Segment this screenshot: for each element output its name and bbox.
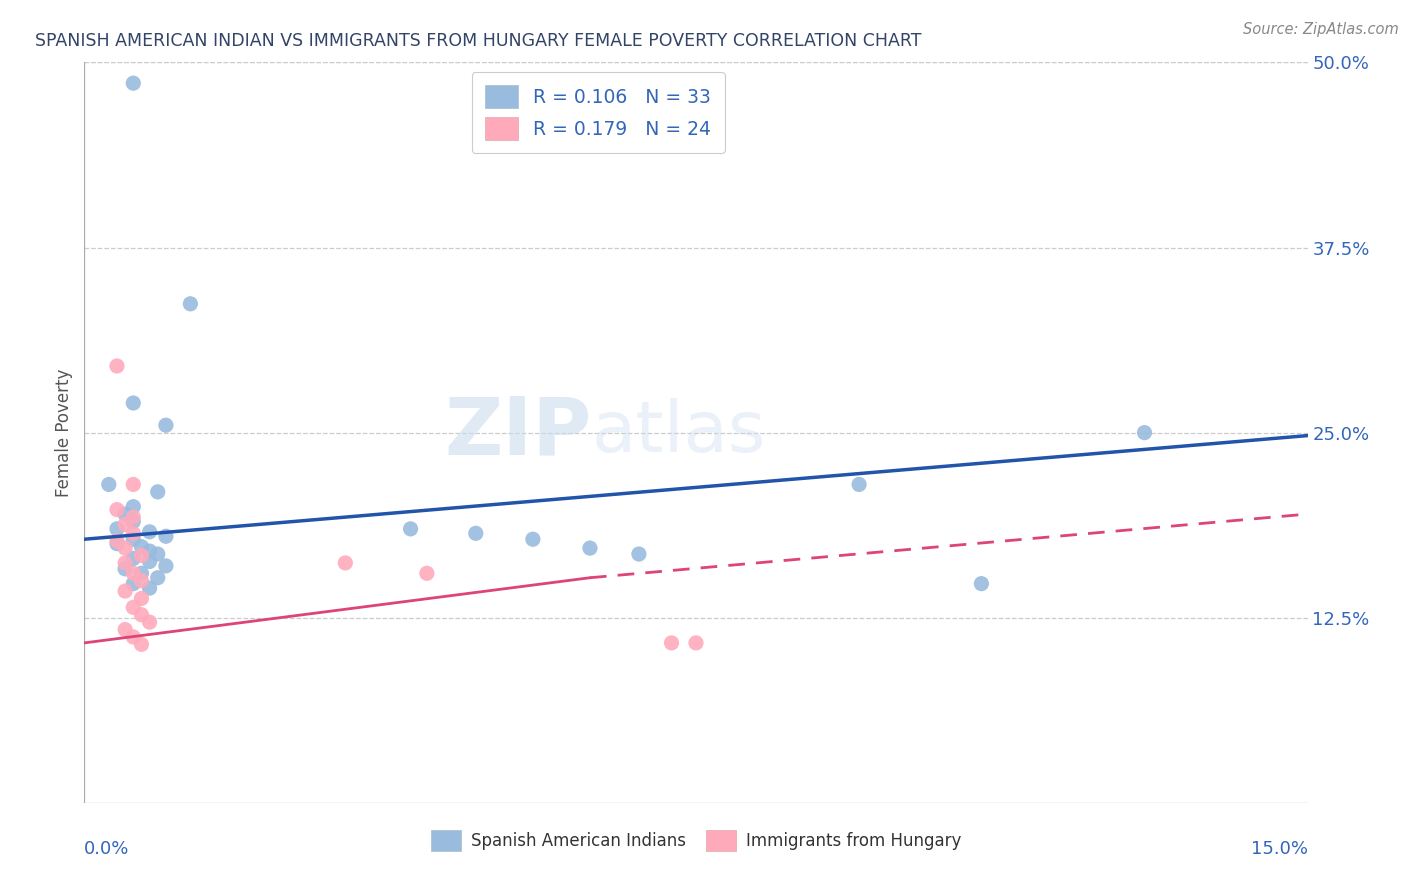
Text: Source: ZipAtlas.com: Source: ZipAtlas.com	[1243, 22, 1399, 37]
Point	[579, 541, 602, 555]
Point	[179, 297, 201, 311]
Point	[131, 637, 153, 651]
Point	[122, 576, 145, 591]
Text: atlas: atlas	[592, 398, 766, 467]
Point	[122, 566, 145, 581]
Point	[114, 556, 136, 570]
Point	[155, 529, 177, 543]
Point	[146, 547, 169, 561]
Point	[105, 502, 128, 516]
Point	[122, 500, 145, 514]
Point	[131, 574, 153, 588]
Point	[138, 554, 160, 568]
Point	[146, 571, 169, 585]
Point	[122, 396, 145, 410]
Point	[122, 630, 145, 644]
Point	[131, 566, 153, 581]
Point	[522, 533, 544, 547]
Point	[114, 562, 136, 576]
Point	[105, 522, 128, 536]
Point	[114, 584, 136, 599]
Point	[122, 533, 145, 547]
Point	[114, 507, 136, 521]
Point	[685, 636, 707, 650]
Point	[122, 515, 145, 529]
Point	[1133, 425, 1156, 440]
Text: SPANISH AMERICAN INDIAN VS IMMIGRANTS FROM HUNGARY FEMALE POVERTY CORRELATION CH: SPANISH AMERICAN INDIAN VS IMMIGRANTS FR…	[35, 32, 922, 50]
Point	[122, 76, 145, 90]
Point	[122, 510, 145, 524]
Text: 15.0%: 15.0%	[1250, 840, 1308, 858]
Point	[131, 540, 153, 554]
Point	[105, 359, 128, 373]
Point	[138, 544, 160, 558]
Point	[131, 591, 153, 606]
Point	[970, 576, 993, 591]
Y-axis label: Female Poverty: Female Poverty	[55, 368, 73, 497]
Point	[122, 600, 145, 615]
Point	[122, 551, 145, 566]
Point	[146, 484, 169, 499]
Point	[97, 477, 120, 491]
Point	[114, 623, 136, 637]
Point	[105, 536, 128, 550]
Point	[416, 566, 439, 581]
Text: 0.0%: 0.0%	[84, 840, 129, 858]
Point	[131, 549, 153, 563]
Point	[627, 547, 650, 561]
Point	[661, 636, 683, 650]
Point	[122, 477, 145, 491]
Point	[335, 556, 357, 570]
Point	[114, 541, 136, 555]
Point	[155, 418, 177, 433]
Point	[138, 524, 160, 539]
Point	[138, 615, 160, 629]
Point	[122, 526, 145, 541]
Point	[138, 581, 160, 595]
Point	[114, 517, 136, 532]
Point	[464, 526, 486, 541]
Point	[399, 522, 422, 536]
Point	[105, 533, 128, 548]
Point	[131, 607, 153, 622]
Legend: Spanish American Indians, Immigrants from Hungary: Spanish American Indians, Immigrants fro…	[425, 823, 967, 857]
Point	[155, 558, 177, 573]
Point	[848, 477, 870, 491]
Text: ZIP: ZIP	[444, 393, 592, 472]
